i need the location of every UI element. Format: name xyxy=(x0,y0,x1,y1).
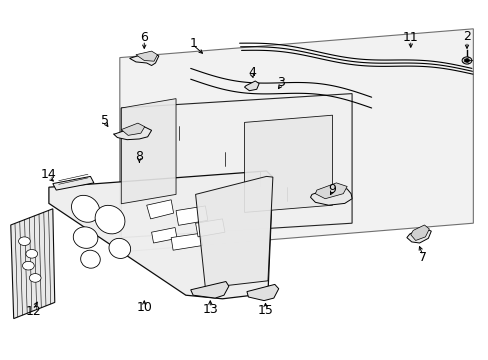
Polygon shape xyxy=(244,81,259,91)
Polygon shape xyxy=(195,219,224,237)
Polygon shape xyxy=(53,176,94,190)
Text: 13: 13 xyxy=(202,303,218,316)
Circle shape xyxy=(26,249,38,258)
Polygon shape xyxy=(195,176,272,288)
Text: 3: 3 xyxy=(277,76,285,89)
Polygon shape xyxy=(113,127,151,140)
Polygon shape xyxy=(49,171,272,299)
Text: 14: 14 xyxy=(41,168,57,181)
Polygon shape xyxy=(310,186,351,205)
Polygon shape xyxy=(121,123,144,135)
Text: 6: 6 xyxy=(140,31,148,44)
Ellipse shape xyxy=(109,238,130,258)
Circle shape xyxy=(19,237,30,246)
Text: 4: 4 xyxy=(247,66,255,78)
Polygon shape xyxy=(244,115,332,212)
Ellipse shape xyxy=(71,195,100,222)
Polygon shape xyxy=(171,233,202,250)
Text: 10: 10 xyxy=(136,301,152,314)
Ellipse shape xyxy=(73,227,98,248)
Text: 7: 7 xyxy=(418,251,426,264)
Polygon shape xyxy=(121,94,351,238)
Text: 9: 9 xyxy=(328,183,336,195)
Polygon shape xyxy=(190,282,228,298)
Text: 12: 12 xyxy=(25,305,41,318)
Polygon shape xyxy=(406,228,430,243)
Circle shape xyxy=(464,59,468,62)
Polygon shape xyxy=(136,51,157,61)
Polygon shape xyxy=(120,29,472,252)
Polygon shape xyxy=(246,284,278,301)
Polygon shape xyxy=(146,200,173,219)
Text: 2: 2 xyxy=(462,30,470,42)
Polygon shape xyxy=(151,228,177,243)
Circle shape xyxy=(22,261,34,270)
Text: 8: 8 xyxy=(135,150,143,163)
Text: 11: 11 xyxy=(402,31,418,44)
Circle shape xyxy=(29,274,41,282)
Text: 15: 15 xyxy=(257,304,273,317)
Circle shape xyxy=(461,57,471,64)
Polygon shape xyxy=(176,206,207,225)
Ellipse shape xyxy=(81,250,100,268)
Text: 1: 1 xyxy=(189,37,197,50)
Polygon shape xyxy=(121,99,176,204)
Polygon shape xyxy=(410,225,428,240)
Ellipse shape xyxy=(95,205,125,234)
Polygon shape xyxy=(315,183,346,199)
Polygon shape xyxy=(11,209,55,319)
Text: 5: 5 xyxy=(101,114,109,127)
Polygon shape xyxy=(129,53,159,66)
